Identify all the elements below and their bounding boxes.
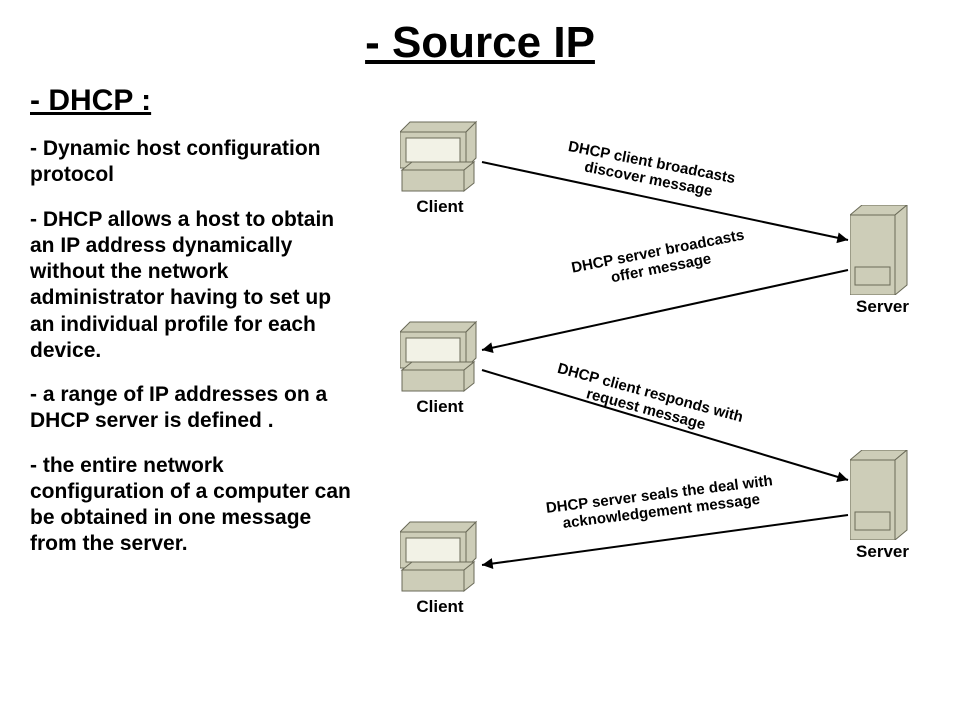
arrow-request bbox=[482, 370, 848, 480]
bullet-item: - a range of IP addresses on a DHCP serv… bbox=[30, 382, 360, 435]
dhcp-handshake-diagram: DHCP client broadcastsdiscover messageDH… bbox=[370, 120, 950, 680]
server-tower-icon: Server bbox=[850, 205, 925, 317]
client-computer-icon: Client bbox=[400, 320, 480, 417]
device-label: Client bbox=[400, 197, 480, 217]
device-label: Client bbox=[400, 597, 480, 617]
page-title: - Source IP bbox=[0, 18, 960, 68]
arrow-offer bbox=[482, 270, 848, 350]
arrow-ack bbox=[482, 515, 848, 565]
server-tower-icon: Server bbox=[850, 450, 925, 562]
bullet-item: - the entire network configuration of a … bbox=[30, 453, 360, 558]
device-label: Server bbox=[845, 542, 920, 562]
bullet-list: - Dynamic host configuration protocol - D… bbox=[30, 136, 360, 576]
bullet-item: - Dynamic host configuration protocol bbox=[30, 136, 360, 189]
client-computer-icon: Client bbox=[400, 120, 480, 217]
bullet-item: - DHCP allows a host to obtain an IP add… bbox=[30, 207, 360, 365]
client-computer-icon: Client bbox=[400, 520, 480, 617]
device-label: Client bbox=[400, 397, 480, 417]
section-heading-dhcp: - DHCP : bbox=[30, 84, 151, 118]
device-label: Server bbox=[845, 297, 920, 317]
